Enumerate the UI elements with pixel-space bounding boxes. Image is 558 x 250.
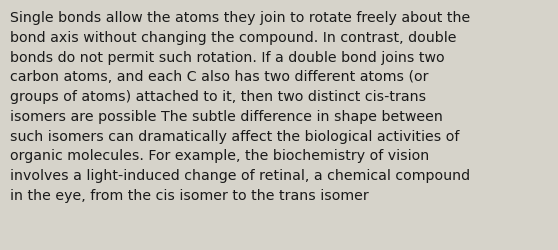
Text: Single bonds allow the atoms they join to rotate freely about the
bond axis with: Single bonds allow the atoms they join t… <box>10 11 470 202</box>
